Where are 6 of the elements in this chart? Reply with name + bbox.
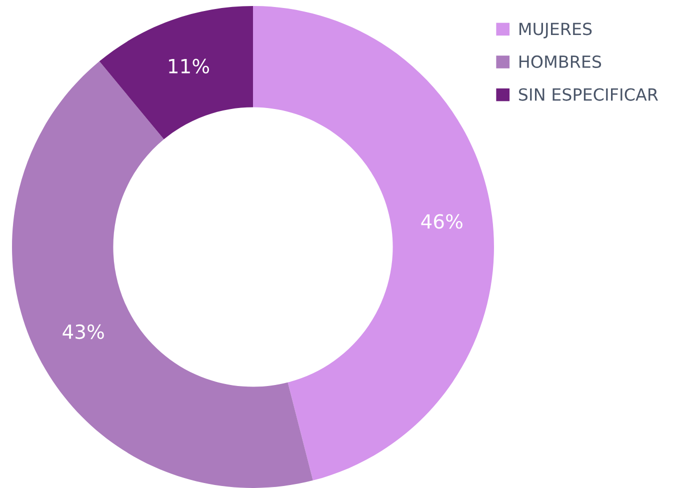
data-label: 43% bbox=[62, 324, 104, 340]
legend-label: MUJERES bbox=[519, 22, 592, 38]
data-label: 11% bbox=[169, 58, 210, 74]
legend-label: SIN ESPECIFICAR bbox=[518, 88, 658, 101]
legend-label: HOMBRES bbox=[519, 55, 602, 68]
data-label: 46% bbox=[421, 214, 462, 229]
